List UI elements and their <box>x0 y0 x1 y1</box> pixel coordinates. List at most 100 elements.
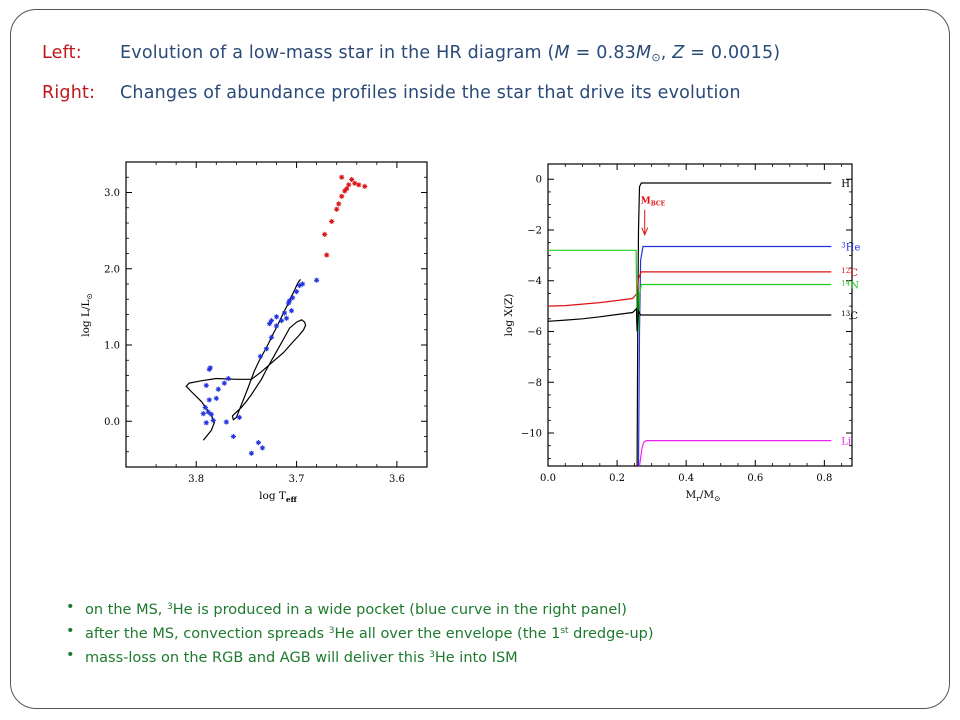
abundance-y-tick-label: 0 <box>536 175 542 186</box>
ab-xlabel-sub: r <box>696 494 700 503</box>
abundance-series-label: 12C <box>841 267 858 279</box>
abundance-line-Li <box>638 440 832 467</box>
annotation-sub: BCE <box>651 201 666 208</box>
heading-separator: , <box>660 43 673 63</box>
hr-axis-ticks: 3.8 3.7 3.6 0.0 1.0 2.0 3.0 <box>104 162 427 485</box>
bullet-list: on the MS, 3He is produced in a wide poc… <box>60 597 654 669</box>
abundance-x-tick-label: 0.2 <box>609 473 625 484</box>
right-heading-text: Changes of abundance profiles inside the… <box>120 83 741 103</box>
abundance-series-label: 3He <box>841 241 860 253</box>
abundance-y-tick-label: −2 <box>527 225 542 236</box>
hr-star-point <box>324 252 330 258</box>
hr-star-point <box>248 450 254 456</box>
hr-star-point <box>285 300 292 306</box>
hr-star-point <box>286 298 293 304</box>
hr-star-point <box>297 282 303 289</box>
bullet-superscript: 3 <box>328 626 335 636</box>
abundance-y-tick-label: −8 <box>527 378 542 389</box>
abundance-series-label: H <box>841 179 850 190</box>
hr-x-tick-label: 3.8 <box>188 474 204 485</box>
hr-xlabel-main: log T <box>259 490 286 502</box>
abundance-line-H <box>636 182 832 467</box>
abundance-plot-frame <box>547 163 853 467</box>
hr-star-point <box>290 295 296 301</box>
series-label-superscript: 13 <box>841 310 850 318</box>
abundance-line-13C <box>547 307 832 332</box>
hr-star-point <box>329 218 335 225</box>
hr-star-point <box>205 409 211 415</box>
abundance-line-14N <box>548 249 832 332</box>
hr-star-point <box>346 182 352 188</box>
abundance-x-tick-label: 0.8 <box>816 473 832 484</box>
mass-equals: = 0.83 <box>569 43 637 63</box>
hr-star-point <box>278 318 285 324</box>
bullet-text: He all over the envelope (the 1 <box>334 626 561 642</box>
bullet-text: He is produced in a wide pocket (blue cu… <box>172 602 627 618</box>
hr-xlabel-sub: eff <box>286 495 298 504</box>
bullet-item: mass-loss on the RGB and AGB will delive… <box>60 645 654 669</box>
series-label-superscript: 12 <box>841 267 850 275</box>
hr-star-point <box>356 182 362 188</box>
abundance-series-label: 13C <box>841 310 858 322</box>
hr-evolutionary-track <box>185 279 307 441</box>
hr-star-point <box>349 176 355 183</box>
slide-frame <box>10 9 950 709</box>
right-heading: Right: Changes of abundance profiles insi… <box>42 83 741 103</box>
abundance-series-label: 14N <box>841 280 859 292</box>
series-label-main: C <box>850 311 858 322</box>
bullet-superscript: 3 <box>167 602 173 612</box>
hr-star-point <box>259 445 266 451</box>
hr-star-point <box>213 395 219 401</box>
hr-ylabel-sub: ⊙ <box>85 293 94 299</box>
hr-star-point <box>362 183 368 189</box>
mbce-arrow-head <box>641 227 649 236</box>
hr-star-point <box>236 414 242 420</box>
ab-xlabel-tail: /M <box>700 489 715 501</box>
hr-star-point <box>339 193 345 199</box>
hr-star-point <box>206 397 212 403</box>
left-heading: Left: Evolution of a low-mass star in the… <box>42 43 780 64</box>
hr-star-point <box>225 375 231 382</box>
abundance-y-axis-label: log X(Z) <box>503 294 515 337</box>
hr-y-tick-label: 1.0 <box>104 341 120 352</box>
hr-star-point <box>230 433 236 440</box>
abundance-axis-ticks: 0.0 0.2 0.4 0.6 0.8 0 −2 −4 −6 −8 −10 <box>521 164 852 484</box>
hr-star-point <box>257 353 263 359</box>
hr-star-point <box>294 289 300 295</box>
hr-star-point <box>203 382 209 388</box>
series-label-superscript: 14 <box>841 280 850 288</box>
hr-x-tick-label: 3.6 <box>389 474 405 485</box>
hr-star-point <box>221 380 227 386</box>
hr-star-point <box>273 323 280 329</box>
hr-star-point <box>336 201 342 207</box>
series-label-main: N <box>850 281 859 292</box>
hr-star-point <box>288 308 295 314</box>
abundance-y-tick-label: −4 <box>527 276 542 287</box>
hr-star-point <box>352 180 358 186</box>
abundance-x-axis-label: Mr/M⊙ <box>686 489 721 503</box>
hr-star-point <box>334 206 340 212</box>
hr-star-point <box>266 321 273 327</box>
sun-symbol: ⊙ <box>651 51 661 64</box>
hr-star-point <box>273 314 280 320</box>
abundance-x-tick-label: 0.4 <box>678 473 694 484</box>
abundance-y-tick-label: −10 <box>521 429 542 440</box>
bullet-item: on the MS, 3He is produced in a wide poc… <box>60 597 654 621</box>
annotation-main: M <box>641 197 651 207</box>
hr-star-point <box>283 315 290 321</box>
left-heading-text: Evolution of a low-mass star in the HR d… <box>120 43 555 63</box>
hr-y-tick-label: 2.0 <box>104 264 120 275</box>
bullet-text: on the MS, <box>85 602 168 618</box>
hr-star-point <box>208 411 214 417</box>
series-label-superscript: 3 <box>841 241 845 249</box>
abundance-x-tick-label: 0.6 <box>747 473 763 484</box>
bullet-superscript: 3 <box>429 650 435 660</box>
ab-xlabel-tail-sub: ⊙ <box>714 494 720 503</box>
hr-star-point <box>281 310 288 316</box>
hr-diagram-panel: 3.8 3.7 3.6 0.0 1.0 2.0 3.0 log Teff log L/L⊙ <box>80 161 428 504</box>
hr-star-point <box>300 281 306 287</box>
hr-star-point <box>215 386 221 392</box>
series-label-main: He <box>846 242 861 253</box>
